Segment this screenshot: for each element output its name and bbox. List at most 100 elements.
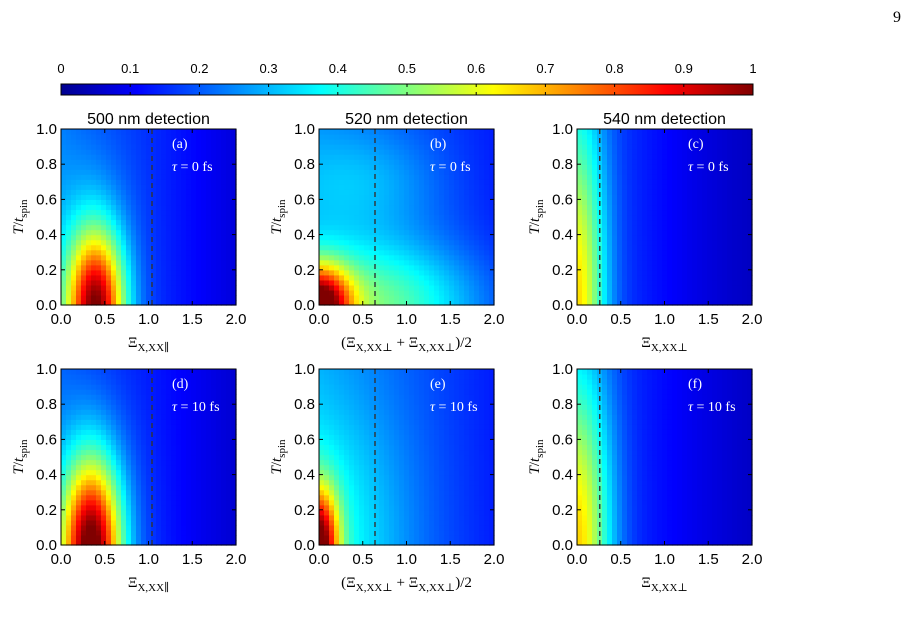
heatmap-cell [419,275,425,281]
heatmap-cell [617,230,623,236]
heatmap-cell [364,139,370,145]
heatmap-cell [121,449,127,455]
heatmap-cell [602,235,608,241]
heatmap-cell [354,290,360,296]
heatmap-cell [76,374,82,380]
heatmap-cell [211,465,217,471]
heatmap-cell [344,199,350,205]
heatmap-cell [344,265,350,271]
heatmap-cell [86,194,92,200]
heatmap-cell [334,149,340,155]
heatmap-cell [592,255,598,261]
heatmap-cell [131,465,137,471]
heatmap-cell [409,179,415,185]
heatmap-cell [424,134,430,140]
heatmap-cell [707,260,713,266]
heatmap-cell [394,225,400,231]
heatmap-cell [161,179,167,185]
heatmap-cell [409,290,415,296]
heatmap-cell [637,149,643,155]
tau-annotation: τ = 0 fs [688,160,729,175]
heatmap-cell [394,255,400,261]
heatmap-cell [66,515,72,521]
heatmap-cell [484,275,490,281]
heatmap-cell [116,384,122,390]
heatmap-cell [424,225,430,231]
heatmap-cell [642,139,648,145]
heatmap-cell [364,204,370,210]
heatmap-cell [111,204,117,210]
heatmap-cell [91,404,97,410]
panel-label: (b) [430,137,447,152]
heatmap-cell [742,199,748,205]
heatmap-cell [141,460,147,466]
heatmap-cell [647,280,653,286]
heatmap-cell [677,285,683,291]
heatmap-cell [66,439,72,445]
heatmap-cell [359,159,365,165]
heatmap-cell [131,444,137,450]
heatmap-cell [156,240,162,246]
heatmap-cell [106,389,112,395]
heatmap-cell [702,214,708,220]
heatmap-cell [146,460,152,466]
heatmap-cell [324,250,330,256]
heatmap-cell [717,174,723,180]
heatmap-cell [429,199,435,205]
heatmap-cell [146,179,152,185]
heatmap-cell [359,225,365,231]
heatmap-cell [116,164,122,170]
heatmap-cell [101,174,107,180]
heatmap-cell [186,434,192,440]
heatmap-cell [742,250,748,256]
heatmap-cell [379,280,385,286]
heatmap-cell [409,174,415,180]
x-label-sub: X,XX⊥ [651,342,688,354]
heatmap-cell [181,129,187,135]
heatmap-cell [176,500,182,506]
heatmap-cell [181,470,187,476]
heatmap-cell [131,530,137,536]
heatmap-cell [612,230,618,236]
heatmap-cell [91,265,97,271]
heatmap-cell [622,169,628,175]
heatmap-cell [81,460,87,466]
heatmap-cell [156,134,162,140]
heatmap-cell [677,275,683,281]
heatmap-cell [727,295,733,301]
heatmap-cell [324,285,330,291]
heatmap-cell [389,134,395,140]
heatmap-cell [399,250,405,256]
heatmap-cell [161,255,167,261]
y-tick-label: 0.4 [294,227,315,244]
heatmap-cell [399,179,405,185]
heatmap-cell [657,184,663,190]
heatmap-cell [389,169,395,175]
heatmap-cell [146,134,152,140]
heatmap-cell [379,260,385,266]
heatmap-cell [399,260,405,266]
heatmap-cell [206,460,212,466]
heatmap-cell [652,265,658,271]
heatmap-cell [156,389,162,395]
heatmap-cell [692,240,698,246]
heatmap-cell [71,134,77,140]
heatmap-cell [449,245,455,251]
heatmap-cell [454,199,460,205]
heatmap-cell [637,285,643,291]
heatmap-cell [449,149,455,155]
heatmap-cell [71,369,77,375]
heatmap-cell [106,465,112,471]
heatmap-cell [156,225,162,231]
heatmap-cell [359,240,365,246]
heatmap-cell [61,164,67,170]
heatmap-cell [732,169,738,175]
heatmap-cell [196,419,202,425]
heatmap-cell [389,144,395,150]
heatmap-cell [131,285,137,291]
heatmap-cell [612,250,618,256]
heatmap-cell [722,290,728,296]
heatmap-cell [61,184,67,190]
heatmap-cell [319,245,325,251]
heatmap-cell [66,399,72,405]
